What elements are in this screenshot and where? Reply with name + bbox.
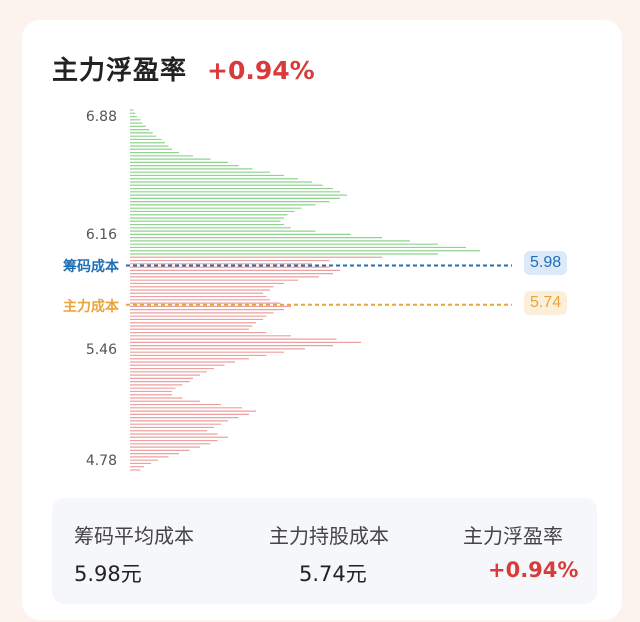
chip-cost-badge: 5.98: [524, 251, 568, 276]
main-cost-value: 5.74元: [299, 562, 367, 586]
header-row: 主力浮盈率 +0.94%: [52, 50, 315, 87]
main-cost-label: 主力持股成本: [269, 524, 389, 548]
y-tick-label: 6.88: [85, 109, 117, 126]
page-title: 主力浮盈率: [52, 56, 188, 86]
profit-label: 主力浮盈率: [463, 524, 563, 548]
chip-cost-line-label: 筹码成本: [63, 259, 119, 276]
main-cost-line-label: 主力成本: [63, 298, 119, 315]
y-tick-label: 6.16: [85, 227, 117, 243]
y-tick-label: 4.78: [85, 452, 117, 469]
chip-distribution-chart: [126, 109, 512, 471]
avg-cost-value: 5.98元: [74, 562, 142, 586]
summary-panel: 筹码平均成本 5.98元 主力持股成本 5.74元 主力浮盈率 +0.94%: [52, 498, 597, 604]
avg-cost-label: 筹码平均成本: [74, 524, 194, 548]
chip-distribution-card: 主力浮盈率 +0.94% 6.88 6.16 5.46 4.78 筹码成本 主力…: [22, 20, 622, 620]
y-tick-label: 5.46: [85, 341, 117, 358]
header-profit-percent: +0.94%: [207, 56, 315, 85]
main-cost-badge: 5.74: [524, 290, 568, 315]
profit-value: +0.94%: [488, 558, 579, 582]
